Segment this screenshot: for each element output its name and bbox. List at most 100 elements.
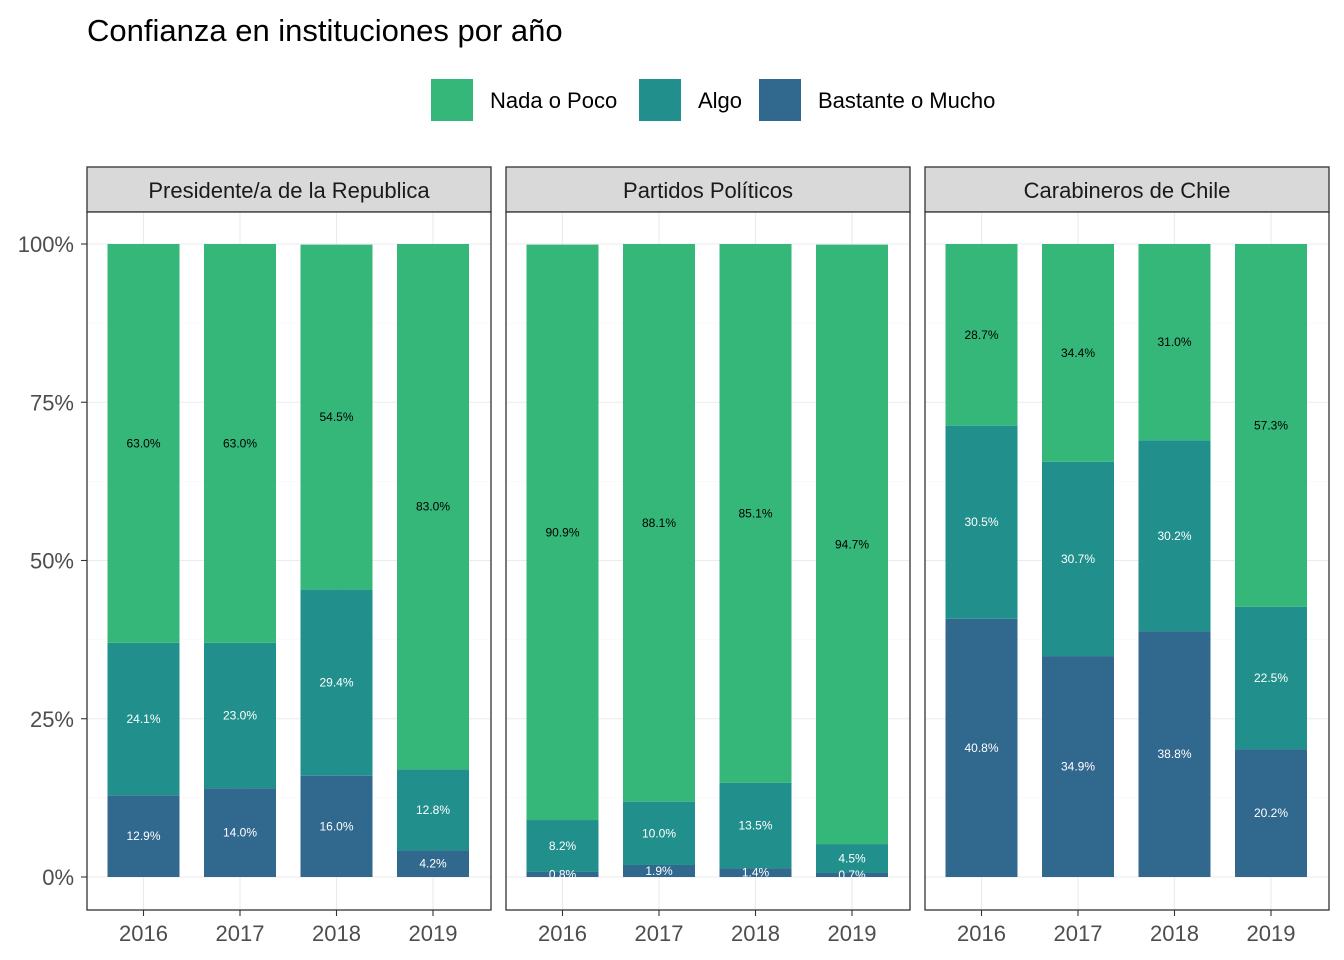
bar-nada-o-poco-2019 xyxy=(397,244,469,770)
data-label-nada-o-poco-2018: 85.1% xyxy=(738,506,772,520)
data-label-bastante-o-mucho-2016: 40.8% xyxy=(964,741,998,755)
facet-title: Presidente/a de la Republica xyxy=(148,178,430,203)
x-tick-label: 2019 xyxy=(828,921,877,946)
bar-bastante-o-mucho-2019 xyxy=(397,850,469,877)
y-tick-label: 0% xyxy=(42,865,74,890)
bar-nada-o-poco-2018 xyxy=(1138,244,1211,441)
legend-label-algo: Algo xyxy=(698,88,742,113)
facet-title: Partidos Políticos xyxy=(623,178,793,203)
x-tick-label: 2018 xyxy=(731,921,780,946)
bar-bastante-o-mucho-2017 xyxy=(204,788,276,877)
bar-algo-2019 xyxy=(1235,606,1307,750)
data-label-bastante-o-mucho-2019: 20.2% xyxy=(1254,806,1288,820)
data-label-algo-2016: 24.1% xyxy=(126,712,160,726)
bar-nada-o-poco-2018 xyxy=(300,244,373,590)
x-tick-label: 2019 xyxy=(409,921,458,946)
bar-algo-2016 xyxy=(526,820,599,872)
data-label-bastante-o-mucho-2018: 38.8% xyxy=(1157,747,1191,761)
bar-algo-2019 xyxy=(816,844,888,873)
bar-bastante-o-mucho-2016 xyxy=(945,618,1018,877)
panel-border xyxy=(505,211,911,911)
data-label-algo-2019: 22.5% xyxy=(1254,671,1288,685)
data-label-bastante-o-mucho-2016: 12.9% xyxy=(126,829,160,843)
x-tick-label: 2017 xyxy=(635,921,684,946)
x-tick-label: 2016 xyxy=(538,921,587,946)
data-label-nada-o-poco-2019: 94.7% xyxy=(835,537,869,551)
data-label-algo-2019: 12.8% xyxy=(416,803,450,817)
y-axis: 0% 25% 50% 75% 100% xyxy=(18,232,87,890)
data-label-nada-o-poco-2017: 34.4% xyxy=(1061,346,1095,360)
x-tick-label: 2018 xyxy=(1150,921,1199,946)
data-label-bastante-o-mucho-2016: 0.8% xyxy=(549,867,577,881)
facet-strip xyxy=(505,166,911,213)
x-tick-label: 2016 xyxy=(957,921,1006,946)
panels: Presidente/a de la Republica 12.9% 24.1% 63… xyxy=(86,166,1330,946)
legend-label-nada-o-poco: Nada o Poco xyxy=(490,88,617,113)
data-label-nada-o-poco-2017: 88.1% xyxy=(642,516,676,530)
panel-border xyxy=(924,211,1330,911)
facet-strip xyxy=(86,166,492,213)
bar-nada-o-poco-2018 xyxy=(719,244,792,783)
data-label-nada-o-poco-2016: 90.9% xyxy=(545,525,579,539)
bar-bastante-o-mucho-2016 xyxy=(526,871,599,877)
bar-nada-o-poco-2016 xyxy=(107,244,180,643)
bar-algo-2016 xyxy=(945,425,1018,619)
legend-swatch-algo xyxy=(639,79,681,121)
bar-bastante-o-mucho-2017 xyxy=(1042,656,1114,877)
legend-swatch-bastante-o-mucho xyxy=(759,79,801,121)
bar-algo-2017 xyxy=(1042,461,1114,657)
y-tick-label: 75% xyxy=(30,390,74,415)
data-label-algo-2017: 10.0% xyxy=(642,826,676,840)
panel-border xyxy=(86,211,492,911)
data-label-algo-2018: 29.4% xyxy=(319,676,353,690)
bar-algo-2017 xyxy=(623,801,695,865)
data-label-algo-2017: 30.7% xyxy=(1061,552,1095,566)
bar-bastante-o-mucho-2019 xyxy=(816,872,888,877)
bar-algo-2016 xyxy=(107,642,180,796)
data-label-algo-2018: 30.2% xyxy=(1157,529,1191,543)
x-tick-label: 2016 xyxy=(119,921,168,946)
data-label-bastante-o-mucho-2018: 16.0% xyxy=(319,819,353,833)
panel-presidente-a-de-la-republica: Presidente/a de la Republica 12.9% 24.1% 63… xyxy=(86,166,492,946)
bar-bastante-o-mucho-2018 xyxy=(719,868,792,877)
data-label-algo-2017: 23.0% xyxy=(223,709,257,723)
y-tick-label: 50% xyxy=(30,549,74,574)
data-label-nada-o-poco-2019: 83.0% xyxy=(416,500,450,514)
bar-nada-o-poco-2017 xyxy=(204,244,276,643)
x-tick-label: 2017 xyxy=(1054,921,1103,946)
panel-partidos-politicos: Partidos Políticos 0.8% 8.2% 90.9% 1.9% 10.0%… xyxy=(505,166,911,946)
bar-bastante-o-mucho-2019 xyxy=(1235,749,1307,877)
legend-label-bastante-o-mucho: Bastante o Mucho xyxy=(818,88,995,113)
x-tick-label: 2018 xyxy=(312,921,361,946)
data-label-algo-2016: 30.5% xyxy=(964,515,998,529)
data-label-algo-2019: 4.5% xyxy=(838,851,866,865)
bar-algo-2018 xyxy=(1138,440,1211,632)
bar-nada-o-poco-2016 xyxy=(945,244,1018,426)
legend: Nada o Poco Algo Bastante o Mucho xyxy=(431,79,995,121)
bar-bastante-o-mucho-2016 xyxy=(107,795,180,877)
data-label-bastante-o-mucho-2017: 14.0% xyxy=(223,826,257,840)
data-label-nada-o-poco-2019: 57.3% xyxy=(1254,418,1288,432)
facet-title: Carabineros de Chile xyxy=(1024,178,1231,203)
bar-nada-o-poco-2016 xyxy=(526,244,599,821)
bar-bastante-o-mucho-2018 xyxy=(300,775,373,877)
data-label-algo-2016: 8.2% xyxy=(549,839,577,853)
data-label-bastante-o-mucho-2019: 0.7% xyxy=(838,868,866,882)
x-tick-label: 2019 xyxy=(1247,921,1296,946)
data-label-nada-o-poco-2016: 63.0% xyxy=(126,436,160,450)
x-tick-label: 2017 xyxy=(216,921,265,946)
y-tick-label: 25% xyxy=(30,707,74,732)
chart-title: Confianza en instituciones por año xyxy=(87,13,563,48)
bar-algo-2018 xyxy=(300,589,373,776)
bar-algo-2019 xyxy=(397,769,469,851)
data-label-bastante-o-mucho-2017: 1.9% xyxy=(645,864,673,878)
data-label-nada-o-poco-2018: 54.5% xyxy=(319,410,353,424)
data-label-bastante-o-mucho-2019: 4.2% xyxy=(419,857,447,871)
data-label-nada-o-poco-2016: 28.7% xyxy=(964,328,998,342)
bar-bastante-o-mucho-2018 xyxy=(1138,631,1211,877)
bar-nada-o-poco-2019 xyxy=(1235,244,1307,607)
bar-algo-2018 xyxy=(719,782,792,869)
bar-algo-2017 xyxy=(204,642,276,789)
bar-bastante-o-mucho-2017 xyxy=(623,864,695,877)
